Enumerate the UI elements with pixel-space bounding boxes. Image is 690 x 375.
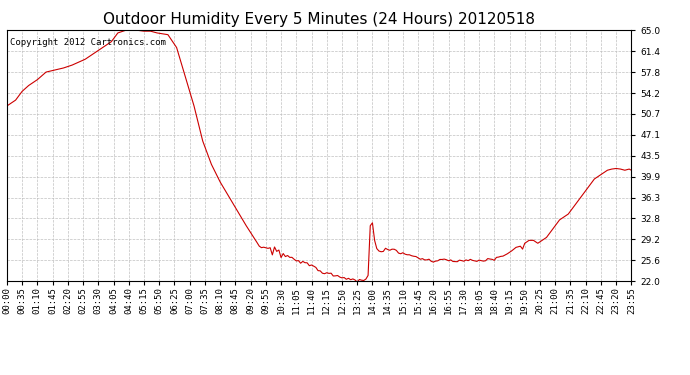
Title: Outdoor Humidity Every 5 Minutes (24 Hours) 20120518: Outdoor Humidity Every 5 Minutes (24 Hou…	[103, 12, 535, 27]
Text: Copyright 2012 Cartronics.com: Copyright 2012 Cartronics.com	[10, 38, 166, 46]
